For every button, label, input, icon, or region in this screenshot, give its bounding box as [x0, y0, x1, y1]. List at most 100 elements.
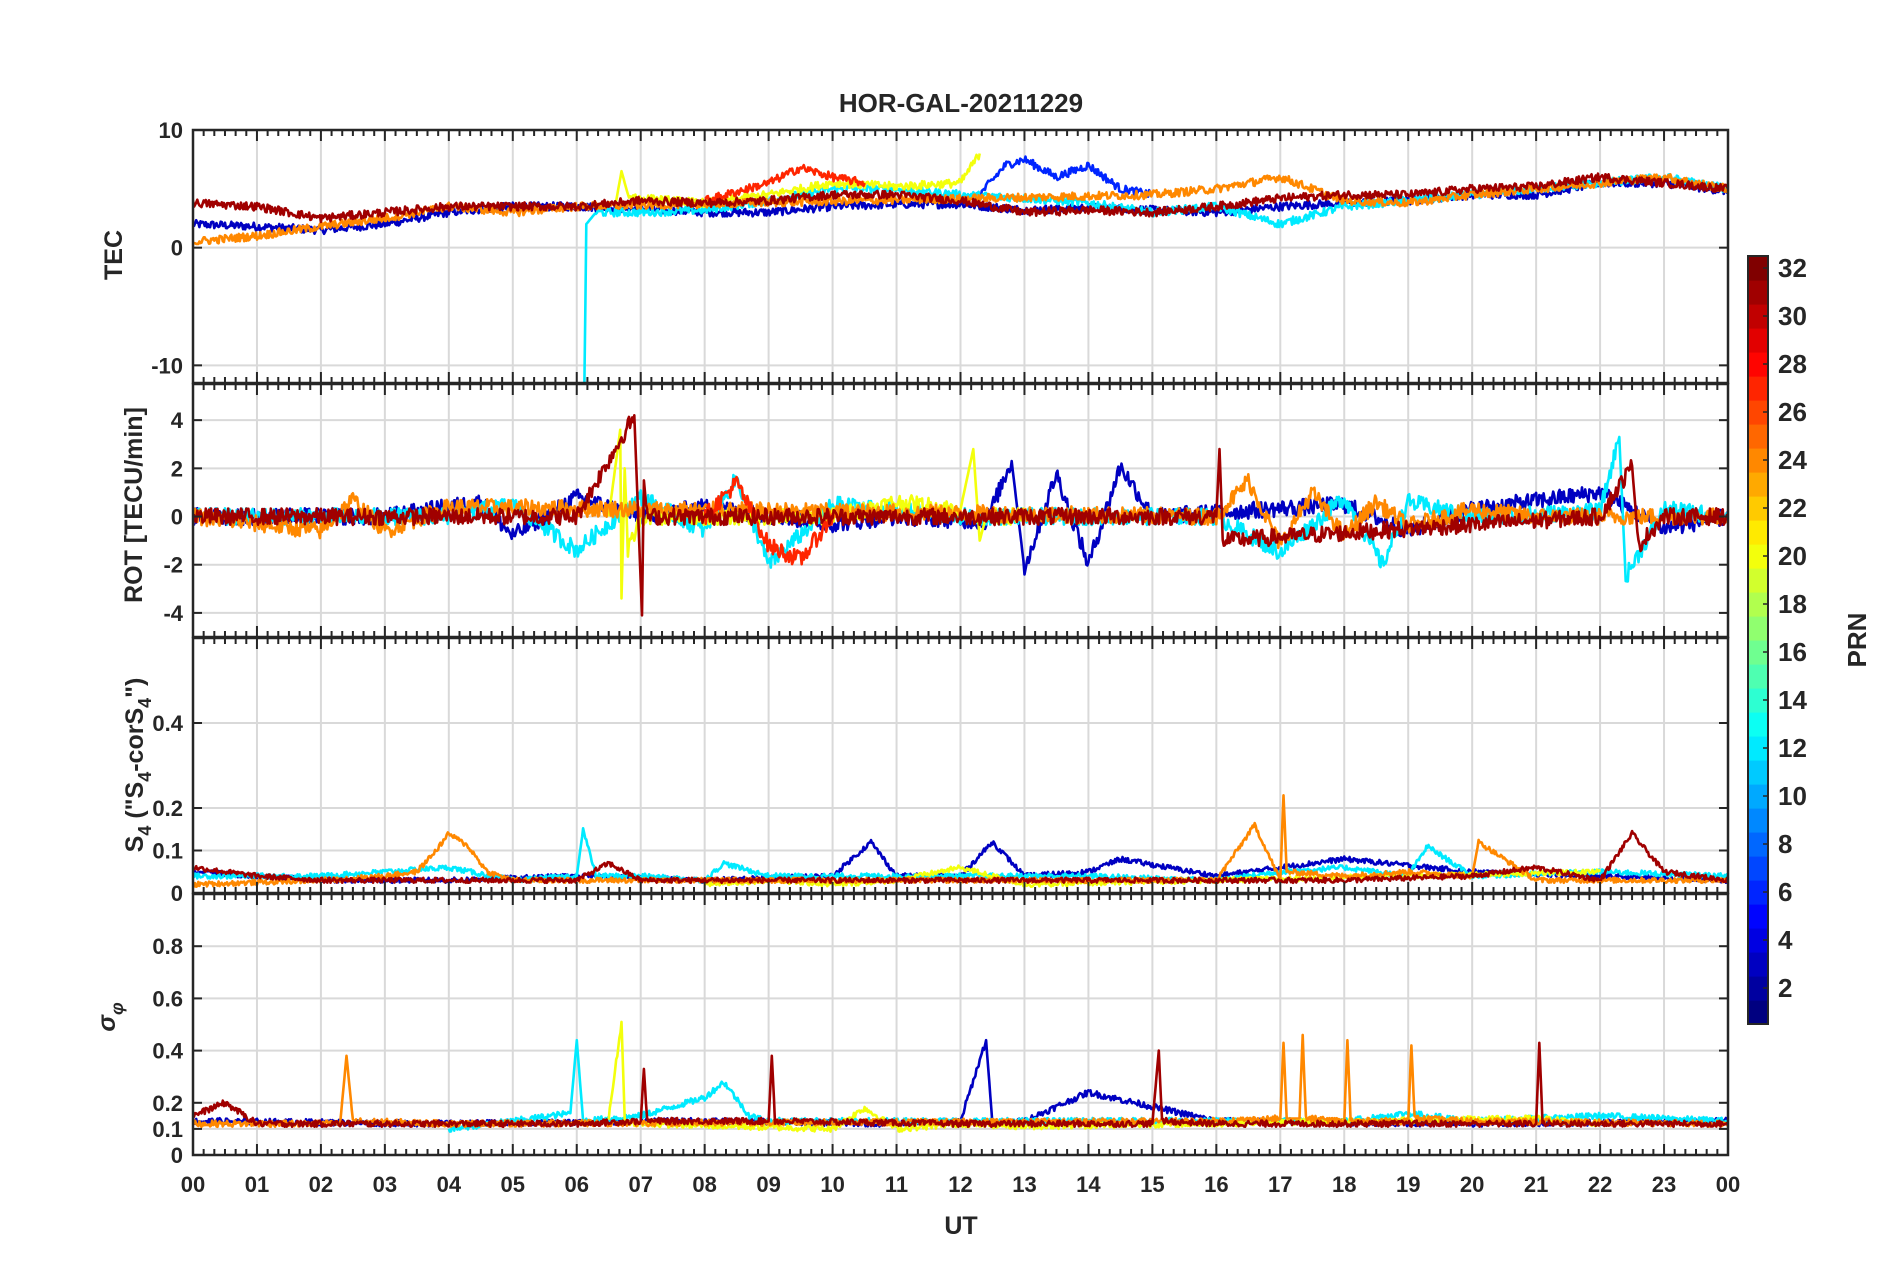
rot-y-tick-label: -2 [163, 553, 183, 578]
colorbar-tick-label: 22 [1778, 493, 1807, 523]
colorbar-tick-label: 26 [1778, 397, 1807, 427]
colorbar-swatch [1748, 712, 1768, 737]
sigma-y-axis-title: σφ [93, 1002, 127, 1032]
x-axis-title: UT [944, 1212, 977, 1240]
colorbar-swatch [1748, 544, 1768, 569]
tec-series-prn-31 [193, 172, 1728, 224]
x-tick-label: 18 [1332, 1172, 1356, 1197]
colorbar-tick-label: 30 [1778, 301, 1807, 331]
colorbar-swatch [1748, 496, 1768, 521]
colorbar-swatch [1748, 688, 1768, 713]
colorbar-tick-label: 18 [1778, 589, 1807, 619]
sigma-series-group [193, 1020, 1728, 1133]
colorbar-swatch [1748, 472, 1768, 497]
x-tick-label: 05 [501, 1172, 525, 1197]
x-axis-ticks: 00 01 02 03 04 05 06 07 08 09 10 11 12 13 14 15 16 17 18 19… [181, 1172, 1740, 1197]
x-tick-label: 00 [1716, 1172, 1740, 1197]
s4-y-tick-label: 0.2 [152, 796, 183, 821]
colorbar-swatch [1748, 1000, 1768, 1025]
colorbar-tick-label: 6 [1778, 877, 1792, 907]
tec-y-tick-label: -10 [151, 353, 183, 378]
sigma-y-tick-label: 0 [171, 1143, 183, 1168]
s4-series-prn-31 [193, 829, 1728, 885]
rot-series-group [193, 414, 1728, 617]
sigma-tick-marks [192, 894, 1729, 1155]
sigma-y-tick-label: 0.6 [152, 986, 183, 1011]
x-tick-label: 17 [1268, 1172, 1292, 1197]
s4-series-prn-12 [193, 827, 1728, 884]
colorbar-tick-label: 28 [1778, 349, 1807, 379]
x-tick-label: 07 [628, 1172, 652, 1197]
x-tick-label: 09 [756, 1172, 780, 1197]
x-tick-label: 16 [1204, 1172, 1228, 1197]
tec-series-group [193, 153, 1728, 383]
colorbar-swatch [1748, 928, 1768, 953]
colorbar-swatch [1748, 352, 1768, 377]
tec-tick-marks [192, 130, 1729, 383]
colorbar-swatch [1748, 784, 1768, 809]
colorbar-swatch [1748, 640, 1768, 665]
sigma-y-tick-label: 0.1 [152, 1117, 183, 1142]
colorbar-swatch [1748, 304, 1768, 329]
chart-title: HOR-GAL-20211229 [839, 88, 1083, 118]
x-tick-label: 01 [245, 1172, 269, 1197]
rot-y-axis-title: ROT [TECU/min] [120, 407, 148, 603]
tec-panel: -10 0 10 [151, 118, 1730, 385]
colorbar-swatch [1748, 280, 1768, 305]
colorbar-tick-label: 32 [1778, 253, 1807, 283]
tec-y-tick-label: 10 [159, 118, 183, 143]
s4-y-tick-label: 0.4 [152, 711, 183, 736]
x-tick-label: 14 [1076, 1172, 1101, 1197]
rot-panel: -4 -2 0 2 4 [163, 382, 1730, 639]
tec-series-prn-27 [704, 163, 866, 204]
x-tick-label: 11 [885, 1172, 908, 1197]
x-tick-label: 02 [309, 1172, 333, 1197]
sigma-panel: 00.10.2 0.4 0.6 0.8 [152, 892, 1730, 1168]
colorbar-tick-label: 4 [1778, 925, 1793, 955]
colorbar-swatch [1748, 880, 1768, 905]
colorbar-title: PRN [1842, 613, 1872, 668]
colorbar-tick-label: 24 [1778, 445, 1807, 475]
tec-y-tick-label: 0 [171, 236, 183, 261]
colorbar-swatch [1748, 328, 1768, 353]
colorbar-swatch [1748, 616, 1768, 641]
colorbar-swatch [1748, 856, 1768, 881]
x-tick-label: 03 [373, 1172, 397, 1197]
colorbar-tick-label: 12 [1778, 733, 1807, 763]
s4-y-tick-label: 0 [171, 881, 183, 906]
x-tick-label: 20 [1460, 1172, 1484, 1197]
sigma-series-prn-31 [193, 1041, 1728, 1129]
colorbar-swatch [1748, 400, 1768, 425]
x-tick-label: 19 [1396, 1172, 1420, 1197]
x-tick-label: 13 [1012, 1172, 1036, 1197]
colorbar-swatch [1748, 592, 1768, 617]
s4-y-tick-label: 0.1 [152, 839, 183, 864]
colorbar-swatch [1748, 376, 1768, 401]
colorbar-tick-label: 16 [1778, 637, 1807, 667]
colorbar-tick-label: 2 [1778, 973, 1792, 1003]
x-tick-label: 04 [437, 1172, 462, 1197]
x-tick-label: 00 [181, 1172, 205, 1197]
colorbar-swatch [1748, 904, 1768, 929]
rot-series-prn-27 [703, 475, 834, 566]
x-tick-label: 12 [948, 1172, 972, 1197]
colorbar-swatch [1748, 736, 1768, 761]
colorbar-tick-label: 10 [1778, 781, 1807, 811]
colorbar-swatch [1748, 808, 1768, 833]
sigma-y-tick-label: 0.8 [152, 934, 183, 959]
x-tick-label: 21 [1524, 1172, 1548, 1197]
s4-panel: 0 0.1 0.2 0.4 [152, 636, 1730, 906]
sigma-y-tick-label: 0.4 [152, 1039, 183, 1064]
x-tick-label: 10 [820, 1172, 844, 1197]
rot-tick-marks [192, 384, 1729, 637]
colorbar-swatch [1748, 568, 1768, 593]
colorbar-tick-label: 14 [1778, 685, 1807, 715]
colorbar-tick-label: 8 [1778, 829, 1792, 859]
rot-y-tick-label: -4 [163, 601, 183, 626]
x-tick-label: 06 [565, 1172, 589, 1197]
y-axis-titles: TEC ROT [TECU/min] S4 ("S4-corS4") σφ [93, 230, 155, 1032]
colorbar-swatch [1748, 832, 1768, 857]
colorbar-swatch [1748, 448, 1768, 473]
colorbar-swatch [1748, 520, 1768, 545]
